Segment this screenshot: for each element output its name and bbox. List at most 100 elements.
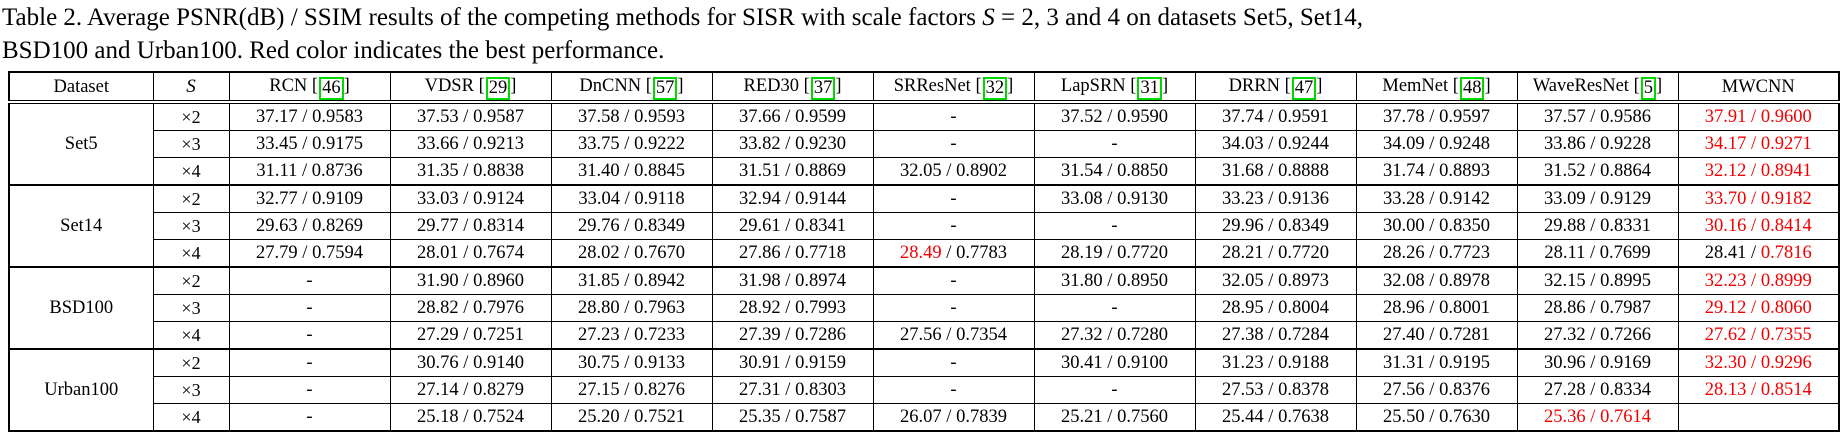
citation-link[interactable]: 37 — [810, 77, 836, 98]
result-cell: - — [1033, 212, 1196, 240]
results-table: Dataset S RCN [46] VDSR [29] DnCNN [57] RED30… — [8, 71, 1840, 432]
citation-link[interactable]: 32 — [982, 77, 1008, 98]
result-cell: 27.14 / 0.8279 — [389, 376, 552, 404]
result-cell: 33.86 / 0.9228 — [1516, 130, 1679, 158]
citation-link[interactable]: 31 — [1137, 77, 1162, 98]
result-cell: 28.49 / 0.7783 — [872, 239, 1035, 268]
result-cell: - — [872, 348, 1035, 377]
result-cell: - — [1033, 130, 1196, 158]
result-cell: 33.66 / 0.9213 — [389, 130, 552, 158]
result-cell: 31.98 / 0.8974 — [711, 266, 874, 295]
result-cell: 25.18 / 0.7524 — [389, 403, 552, 432]
result-cell: 27.62 / 0.7355 — [1677, 321, 1840, 350]
result-cell: 32.15 / 0.8995 — [1516, 266, 1679, 295]
result-cell: 37.58 / 0.9593 — [550, 101, 713, 131]
table-row: ×3-28.82 / 0.7976 28.80 / 0.7963 28.92 / 0… — [9, 294, 1840, 322]
result-cell: 31.68 / 0.8888 — [1194, 157, 1357, 186]
result-cell: 34.09 / 0.9248 — [1355, 130, 1518, 158]
result-cell: 28.21 / 0.7720 — [1194, 239, 1357, 268]
result-cell: 33.04 / 0.9118 — [550, 184, 713, 213]
result-cell: - — [872, 294, 1035, 322]
result-cell: 27.39 / 0.7286 — [711, 321, 874, 350]
result-cell: 25.21 / 0.7560 — [1033, 403, 1196, 432]
caption-s-symbol: S — [982, 4, 995, 31]
result-cell: 29.12 / 0.8060 — [1677, 294, 1840, 322]
result-cell: 28.01 / 0.7674 — [389, 239, 552, 268]
scale-factor: ×2 — [152, 101, 230, 131]
column-header-drrn: DRRN [47] — [1194, 71, 1357, 104]
result-cell: - — [872, 212, 1035, 240]
column-header-mwcnn: MWCNN — [1677, 71, 1840, 104]
column-header-waveresnet: WaveResNet [5] — [1516, 71, 1679, 104]
result-cell: 29.88 / 0.8331 — [1516, 212, 1679, 240]
citation-link[interactable]: 48 — [1459, 77, 1485, 98]
result-cell: 27.56 / 0.8376 — [1355, 376, 1518, 404]
dataset-label: Set5 — [8, 101, 154, 186]
result-cell: - — [228, 266, 391, 295]
result-cell: 27.32 / 0.7266 — [1516, 321, 1679, 350]
result-cell: - — [1033, 376, 1196, 404]
citation-link[interactable]: 29 — [485, 77, 511, 98]
table-row: ×3-27.14 / 0.8279 27.15 / 0.8276 27.31 / 0… — [9, 376, 1840, 404]
column-header-memnet: MemNet [48] — [1355, 71, 1518, 104]
result-cell: 30.76 / 0.9140 — [389, 348, 552, 377]
result-cell: 37.74 / 0.9591 — [1194, 101, 1357, 131]
scale-factor: ×2 — [152, 184, 230, 213]
result-cell: 31.54 / 0.8850 — [1033, 157, 1196, 186]
scale-symbol: S — [186, 75, 196, 97]
result-cell: 32.77 / 0.9109 — [228, 184, 391, 213]
result-cell: 30.96 / 0.9169 — [1516, 348, 1679, 377]
result-cell: 37.66 / 0.9599 — [711, 101, 874, 131]
result-cell: - — [228, 321, 391, 350]
result-cell: - — [872, 184, 1035, 213]
result-cell: 32.23 / 0.8999 — [1677, 266, 1840, 295]
scale-factor: ×2 — [152, 348, 230, 377]
result-cell: 31.51 / 0.8869 — [711, 157, 874, 186]
result-cell: 28.95 / 0.8004 — [1194, 294, 1357, 322]
result-cell: 28.96 / 0.8001 — [1355, 294, 1518, 322]
table-row: Urban100 ×2-30.76 / 0.9140 30.75 / 0.9133 3… — [8, 348, 1840, 432]
caption-text-1: Table 2. Average PSNR(dB) / SSIM results… — [2, 4, 983, 31]
result-cell: 30.91 / 0.9159 — [711, 348, 874, 377]
result-cell: 28.26 / 0.7723 — [1355, 239, 1518, 268]
result-cell: 28.80 / 0.7963 — [550, 294, 713, 322]
scale-factor: ×4 — [152, 403, 230, 432]
table-row: ×4-25.18 / 0.7524 25.20 / 0.7521 25.35 / 0… — [9, 403, 1839, 432]
dataset-label: Set14 — [8, 184, 154, 268]
result-cell: 27.28 / 0.8334 — [1516, 376, 1679, 404]
result-cell: 29.76 / 0.8349 — [550, 212, 713, 240]
citation-link[interactable]: 57 — [652, 77, 678, 98]
result-cell: - — [228, 294, 391, 322]
result-cell: 32.30 / 0.9296 — [1677, 348, 1840, 377]
result-cell: 28.13 / 0.8514 — [1677, 376, 1840, 404]
scale-factor: ×2 — [152, 266, 230, 295]
citation-link[interactable]: 5 — [1640, 77, 1656, 98]
scale-factor: ×4 — [152, 157, 230, 186]
result-cell: 31.90 / 0.8960 — [389, 266, 552, 295]
result-cell: 33.70 / 0.9182 — [1677, 184, 1840, 213]
result-cell: 33.23 / 0.9136 — [1194, 184, 1357, 213]
result-cell: 25.50 / 0.7630 — [1355, 403, 1518, 432]
result-cell: 28.02 / 0.7670 — [550, 239, 713, 268]
result-cell: 32.12 / 0.8941 — [1677, 157, 1840, 186]
result-cell: 31.80 / 0.8950 — [1033, 266, 1196, 295]
result-cell: 37.78 / 0.9597 — [1355, 101, 1518, 131]
result-cell: 28.82 / 0.7976 — [389, 294, 552, 322]
result-cell: 37.17 / 0.9583 — [228, 101, 391, 131]
result-cell: - — [872, 376, 1035, 404]
result-cell: 30.75 / 0.9133 — [550, 348, 713, 377]
result-cell: 28.11 / 0.7699 — [1516, 239, 1679, 268]
citation-link[interactable]: 47 — [1291, 77, 1317, 98]
result-cell: 31.35 / 0.8838 — [389, 157, 552, 186]
scale-factor: ×4 — [152, 239, 230, 268]
citation-link[interactable]: 46 — [319, 77, 344, 98]
result-cell: 27.15 / 0.8276 — [550, 376, 713, 404]
result-cell: 37.53 / 0.9587 — [389, 101, 552, 131]
result-cell: 33.03 / 0.9124 — [389, 184, 552, 213]
table-row: Set14 ×2 32.77 / 0.9109 33.03 / 0.9124 33.04… — [8, 184, 1840, 268]
result-cell: 33.09 / 0.9129 — [1516, 184, 1679, 213]
result-cell: 30.16 / 0.8414 — [1677, 212, 1840, 240]
dataset-label: BSD100 — [8, 266, 154, 350]
header-row: Dataset S RCN [46] VDSR [29] DnCNN [57] RED30… — [8, 71, 1840, 104]
scale-factor: ×3 — [152, 212, 230, 240]
